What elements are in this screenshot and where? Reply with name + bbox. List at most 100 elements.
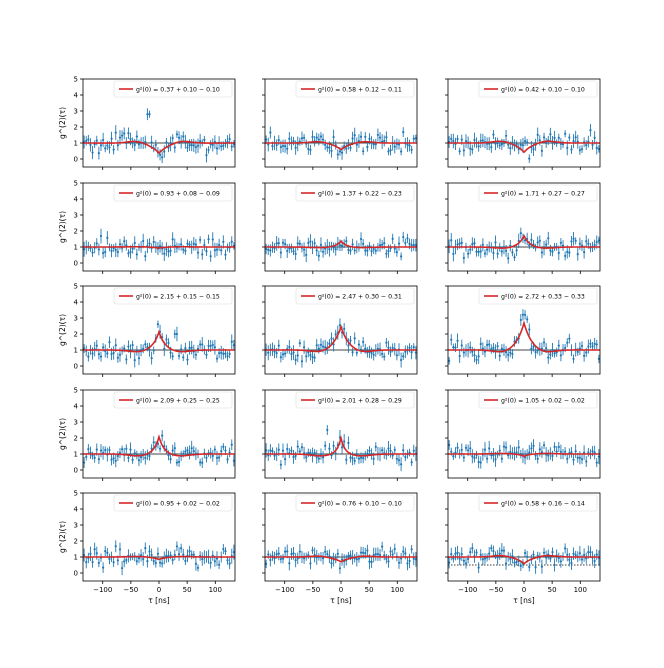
- x-axis-label: τ [ns]: [513, 596, 534, 605]
- data-point: [315, 249, 318, 252]
- data-point: [498, 449, 501, 452]
- data-point: [317, 347, 320, 350]
- data-point: [412, 137, 415, 140]
- data-point: [366, 452, 369, 455]
- y-tick-label: 2: [74, 124, 78, 132]
- data-point: [464, 139, 468, 143]
- data-point: [456, 551, 459, 554]
- data-point: [593, 559, 596, 563]
- data-point: [349, 339, 352, 342]
- data-point: [583, 354, 586, 357]
- data-point: [332, 246, 335, 249]
- data-point: [311, 135, 314, 138]
- data-point: [542, 136, 546, 139]
- data-point: [467, 557, 470, 561]
- data-point: [587, 451, 590, 454]
- data-point: [326, 428, 329, 432]
- data-point: [228, 137, 231, 141]
- data-point: [492, 251, 495, 255]
- data-point: [462, 559, 465, 562]
- data-point: [477, 460, 480, 464]
- data-point: [542, 444, 546, 447]
- data-point: [471, 547, 474, 550]
- legend-label: g²(0) = 0.93 + 0.08 − 0.09: [136, 191, 220, 198]
- data-point: [406, 237, 409, 240]
- data-point: [345, 458, 348, 461]
- legend-box: [478, 287, 598, 305]
- fit-curve: [448, 140, 600, 154]
- y-tick-label: 0: [74, 363, 78, 371]
- data-point: [515, 451, 518, 454]
- legend: g²(0) = 2.15 + 0.15 − 0.15: [113, 287, 233, 305]
- data-point: [496, 345, 499, 348]
- data-point: [370, 560, 373, 564]
- data-point: [120, 566, 124, 570]
- y-tick-label: 3: [74, 108, 78, 116]
- data-point: [114, 131, 117, 134]
- data-point: [220, 145, 223, 148]
- data-point: [305, 253, 308, 257]
- data-point: [452, 455, 455, 458]
- data-point: [393, 547, 396, 551]
- data-point: [114, 344, 117, 347]
- data-point: [540, 149, 544, 152]
- data-point: [169, 351, 172, 354]
- data-point: [273, 350, 276, 353]
- data-point: [526, 141, 529, 144]
- data-point: [387, 150, 390, 153]
- data-point: [201, 557, 204, 561]
- data-point: [296, 445, 299, 448]
- data-point: [542, 341, 546, 344]
- data-point: [454, 451, 457, 454]
- data-point: [485, 343, 489, 346]
- data-point: [224, 352, 227, 355]
- data-point: [469, 346, 472, 349]
- data-point: [593, 451, 596, 454]
- data-point: [473, 456, 476, 459]
- data-point: [402, 355, 405, 358]
- data-point: [281, 449, 285, 452]
- data-point: [566, 250, 569, 253]
- data-point: [410, 351, 413, 354]
- data-point: [91, 151, 94, 154]
- legend-label: g²(0) = 2.47 + 0.30 − 0.31: [318, 294, 402, 301]
- data-point: [171, 355, 174, 358]
- data-point: [142, 347, 145, 350]
- data-point: [313, 451, 316, 454]
- data-point: [152, 349, 155, 352]
- y-axis-label: g^(2)(τ): [58, 211, 67, 243]
- data-point: [222, 352, 225, 355]
- data-point: [298, 341, 301, 345]
- data-point: [526, 318, 529, 321]
- data-point: [387, 447, 390, 450]
- data-point: [284, 352, 287, 355]
- data-point: [452, 346, 455, 349]
- data-point: [144, 546, 147, 550]
- data-point: [284, 145, 287, 148]
- data-point: [500, 457, 503, 460]
- data-point: [175, 133, 179, 136]
- data-point: [456, 243, 459, 246]
- data-point: [182, 356, 185, 359]
- data-point: [336, 552, 339, 555]
- data-point: [125, 358, 128, 361]
- data-point: [97, 151, 100, 155]
- data-point: [196, 251, 200, 254]
- data-point: [597, 357, 600, 361]
- y-tick-label: 4: [74, 196, 79, 204]
- data-point: [190, 143, 193, 147]
- data-point: [580, 148, 584, 151]
- data-point: [148, 348, 151, 351]
- data-point: [118, 353, 122, 356]
- data-point: [351, 137, 354, 140]
- data-point: [551, 250, 554, 253]
- data-point: [595, 343, 598, 346]
- data-point: [564, 346, 567, 350]
- data-point: [368, 449, 371, 452]
- data-point: [116, 454, 119, 458]
- data-point: [110, 352, 113, 356]
- data-point: [209, 344, 212, 348]
- data-point: [532, 148, 535, 151]
- x-tick-label: −100: [458, 586, 477, 594]
- data-point: [509, 147, 512, 150]
